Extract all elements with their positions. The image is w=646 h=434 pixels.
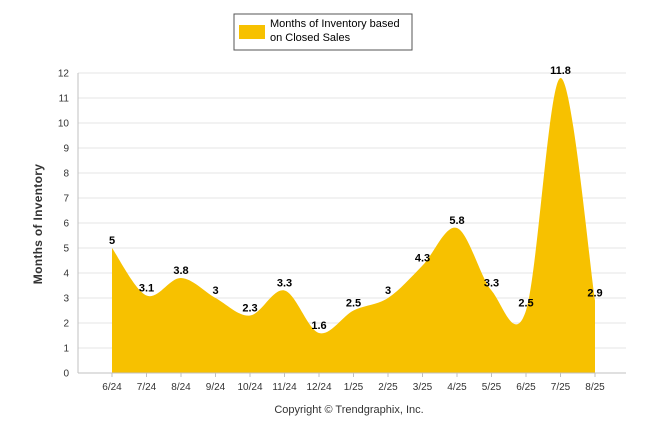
- data-label-9/24: 3: [212, 285, 218, 297]
- data-label-8/24: 3.8: [173, 265, 188, 277]
- y-tick-label-0: 0: [63, 369, 69, 380]
- copyright-text: Copyright © Trendgraphix, Inc.: [274, 404, 423, 416]
- data-label-2/25: 3: [385, 285, 391, 297]
- data-label-6/24: 5: [109, 235, 115, 247]
- x-tick-label-6/24: 6/24: [102, 382, 122, 393]
- y-tick-label-9: 9: [63, 144, 69, 155]
- data-label-4/25: 5.8: [449, 215, 464, 227]
- data-label-12/24: 1.6: [311, 320, 326, 332]
- y-tick-label-6: 6: [63, 219, 69, 230]
- legend[interactable]: Months of Inventory based on Closed Sale…: [233, 13, 413, 51]
- x-tick-label-8/24: 8/24: [171, 382, 191, 393]
- y-tick-label-1: 1: [63, 344, 69, 355]
- data-label-1/25: 2.5: [346, 298, 361, 310]
- data-label-6/25: 2.5: [518, 298, 533, 310]
- y-tick-label-11: 11: [59, 94, 70, 105]
- legend-label-line-1: Months of Inventory based: [270, 18, 400, 30]
- data-label-8/25: 2.9: [587, 288, 602, 300]
- y-tick-label-3: 3: [63, 294, 69, 305]
- data-label-7/25: 11.8: [550, 65, 571, 77]
- plot-area: [112, 77, 595, 374]
- x-tick-label-12/24: 12/24: [306, 382, 331, 393]
- y-tick-label-5: 5: [63, 244, 69, 255]
- data-label-5/25: 3.3: [484, 278, 499, 290]
- x-tick-label-8/25: 8/25: [585, 382, 605, 393]
- x-tick-label-2/25: 2/25: [378, 382, 398, 393]
- data-labels: 5 3.1 3.8 3 2.3 3.3 1.6 2.5 3 4.3 5.8 3.3 2.5 11.8 2.9: [109, 65, 603, 332]
- x-tick-label-9/24: 9/24: [206, 382, 226, 393]
- y-tick-label-7: 7: [63, 194, 69, 205]
- y-tick-label-12: 12: [58, 69, 70, 80]
- legend-swatch: [239, 25, 265, 39]
- data-label-7/24: 3.1: [139, 283, 154, 295]
- data-label-11/24: 3.3: [277, 278, 292, 290]
- x-tick-label-6/25: 6/25: [516, 382, 536, 393]
- axes: [77, 73, 626, 374]
- x-tick-label-7/25: 7/25: [551, 382, 571, 393]
- x-tick-label-4/25: 4/25: [447, 382, 467, 393]
- y-axis-title: Months of Inventory: [31, 164, 45, 284]
- x-tick-label-3/25: 3/25: [413, 382, 433, 393]
- x-tick-label-7/24: 7/24: [137, 382, 157, 393]
- y-tick-label-2: 2: [63, 319, 69, 330]
- y-tick-label-4: 4: [63, 269, 69, 280]
- data-label-3/25: 4.3: [415, 253, 430, 265]
- x-tick-label-5/25: 5/25: [482, 382, 502, 393]
- x-tick-label-11/24: 11/24: [272, 382, 297, 393]
- x-tick-label-1/25: 1/25: [344, 382, 364, 393]
- x-tick-label-10/24: 10/24: [237, 382, 262, 393]
- y-tick-label-10: 10: [58, 119, 70, 130]
- data-label-10/24: 2.3: [242, 303, 257, 315]
- legend-label-line-2: on Closed Sales: [270, 32, 351, 44]
- x-axis-ticks: 6/24 7/24 8/24 9/24 10/24 11/24 12/24 1/25 2/25 3…: [102, 373, 605, 393]
- series-area-months-of-inventory: [112, 77, 595, 374]
- y-tick-label-8: 8: [63, 169, 69, 180]
